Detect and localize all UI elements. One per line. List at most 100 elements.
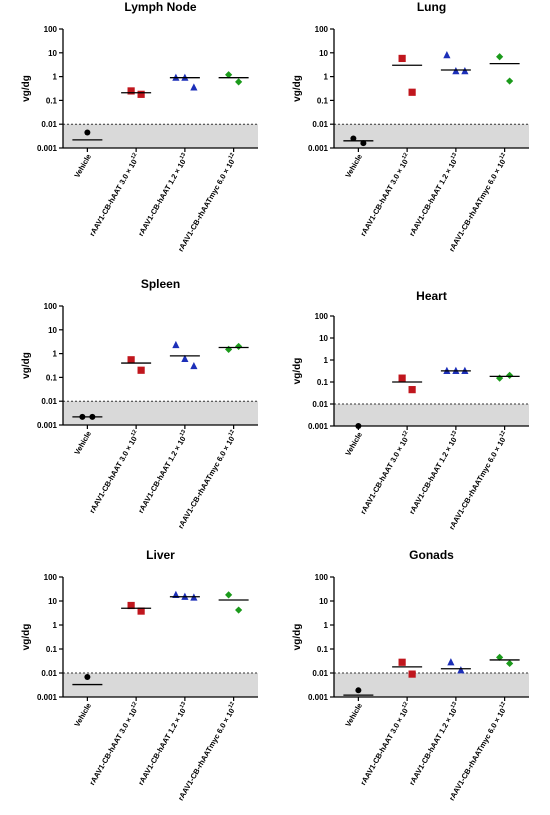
y-tick-label: 0.001	[37, 144, 58, 153]
x-tick-label: rAAV1-CB-rhAATmyc 6.0 × 1012	[175, 429, 239, 530]
y-axis-label: vg/dg	[21, 75, 32, 102]
diamond-marker	[496, 53, 504, 61]
chart-title: Lung	[417, 0, 446, 14]
chart-panel: Gonadsvg/dg1001010.10.010.001VehiclerAAV…	[292, 548, 529, 802]
below-limit-band	[334, 404, 529, 426]
x-tick-label: Vehicle	[72, 153, 93, 180]
x-tick-label: Vehicle	[343, 431, 364, 458]
y-tick-label: 10	[319, 334, 328, 343]
y-axis-label: vg/dg	[21, 352, 32, 379]
y-tick-label: 0.01	[312, 400, 328, 409]
y-tick-label: 100	[315, 25, 329, 34]
diamond-marker	[225, 71, 233, 79]
y-tick-label: 1	[53, 350, 58, 359]
x-tick-label: rAAV1-CB-rhAATmyc 6.0 × 1012	[446, 701, 510, 802]
y-tick-label: 0.001	[37, 421, 58, 430]
y-tick-label: 0.001	[37, 693, 58, 702]
chart-title: Lymph Node	[124, 0, 197, 14]
square-marker	[398, 374, 406, 382]
below-limit-band	[63, 124, 258, 148]
below-limit-band	[334, 124, 529, 148]
triangle-marker	[457, 666, 465, 674]
x-tick-label: rAAV1-CB-hAAT 3.0 × 1012	[87, 152, 142, 238]
triangle-marker	[190, 83, 198, 91]
x-tick-label: rAAV1-CB-rhAATmyc 6.0 × 1012	[446, 430, 510, 531]
y-tick-label: 0.001	[308, 693, 329, 702]
square-marker	[137, 366, 145, 374]
diamond-marker	[225, 345, 233, 354]
below-limit-band	[63, 401, 258, 425]
y-tick-label: 10	[319, 597, 328, 606]
x-tick-label: rAAV1-CB-rhAATmyc 6.0 × 1012	[175, 152, 239, 253]
y-tick-label: 0.01	[41, 397, 57, 406]
diamond-marker	[496, 653, 504, 661]
y-tick-label: 10	[48, 326, 57, 335]
y-tick-label: 1	[324, 621, 329, 630]
triangle-marker	[181, 354, 189, 362]
y-axis-label: vg/dg	[292, 624, 303, 651]
x-tick-label: Vehicle	[72, 430, 93, 457]
circle-marker	[360, 140, 367, 147]
triangle-marker	[447, 658, 455, 666]
chart-panel: Spleenvg/dg1001010.10.010.001VehiclerAAV…	[21, 277, 258, 530]
chart-title: Spleen	[141, 277, 180, 291]
square-marker	[137, 90, 145, 98]
diamond-marker	[506, 659, 514, 668]
square-marker	[398, 54, 406, 63]
diamond-marker	[496, 374, 504, 382]
y-tick-label: 0.01	[312, 120, 328, 129]
x-tick-label: rAAV1-CB-hAAT 1.2 × 1013	[406, 152, 461, 238]
square-marker	[127, 601, 135, 610]
triangle-marker	[443, 51, 451, 59]
diamond-marker	[235, 606, 243, 614]
diamond-marker	[235, 78, 243, 86]
x-tick-label: Vehicle	[72, 702, 93, 729]
y-tick-label: 0.001	[308, 422, 329, 431]
circle-marker	[84, 674, 91, 681]
x-tick-label: rAAV1-CB-hAAT 1.2 × 1013	[406, 701, 461, 787]
y-axis-label: vg/dg	[21, 624, 32, 651]
y-tick-label: 0.01	[41, 669, 57, 678]
y-tick-label: 1	[53, 73, 58, 82]
y-tick-label: 10	[319, 49, 328, 58]
x-tick-label: rAAV1-CB-hAAT 3.0 × 1012	[358, 430, 413, 516]
x-tick-label: rAAV1-CB-hAAT 3.0 × 1012	[358, 701, 413, 787]
y-tick-label: 1	[324, 73, 329, 82]
y-tick-label: 1	[324, 356, 329, 365]
chart-panel: Lymph Node vg/dg 100 10 1 0.1 0.01 0.001 Vehicle…	[21, 0, 258, 253]
y-axis-label: vg/dg	[292, 75, 303, 102]
diamond-marker	[235, 342, 243, 351]
circle-marker	[84, 129, 91, 136]
y-tick-label: 100	[44, 573, 58, 582]
triangle-marker	[172, 340, 180, 349]
chart-panel: Livervg/dg1001010.10.010.001VehiclerAAV1…	[21, 548, 258, 802]
square-marker	[127, 87, 135, 95]
square-marker	[127, 356, 135, 364]
y-tick-label: 0.1	[317, 96, 329, 105]
x-tick-label: Vehicle	[343, 702, 364, 729]
square-marker	[408, 670, 416, 678]
y-tick-label: 0.1	[317, 378, 329, 387]
y-axis-label: vg/dg	[292, 358, 303, 385]
y-tick-label: 100	[44, 25, 58, 34]
y-tick-label: 0.1	[46, 645, 58, 654]
diamond-marker	[506, 77, 514, 85]
chart-title: Gonads	[409, 548, 454, 562]
x-tick-label: rAAV1-CB-hAAT 1.2 × 1013	[135, 152, 190, 238]
square-marker	[408, 88, 416, 96]
y-tick-label: 0.01	[41, 120, 57, 129]
y-tick-label: 0.001	[308, 144, 329, 153]
circle-marker	[350, 135, 357, 142]
circle-marker	[355, 687, 362, 694]
chart-panel: Heartvg/dg1001010.10.010.001VehiclerAAV1…	[292, 289, 529, 531]
y-tick-label: 100	[315, 573, 329, 582]
x-tick-label: rAAV1-CB-hAAT 3.0 × 1012	[87, 701, 142, 787]
x-tick-label: rAAV1-CB-hAAT 3.0 × 1012	[358, 152, 413, 238]
diamond-marker	[225, 591, 233, 599]
below-limit-band	[334, 673, 529, 697]
y-tick-label: 10	[48, 597, 57, 606]
square-marker	[398, 658, 406, 666]
x-tick-label: rAAV1-CB-rhAATmyc 6.0 × 1012	[446, 152, 510, 253]
